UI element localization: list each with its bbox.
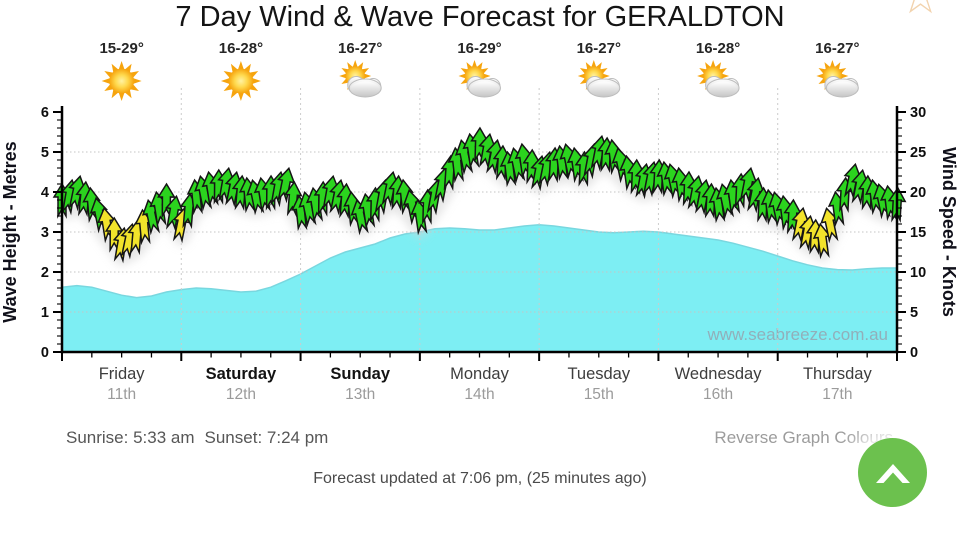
star-icon: ☆	[899, 0, 942, 22]
day-name-label: Wednesday	[675, 365, 763, 383]
temperature-range: 16-28°	[219, 40, 263, 57]
day-name-label: Tuesday	[567, 365, 630, 383]
page-title: 7 Day Wind & Wave Forecast for GERALDTON	[175, 1, 785, 33]
day-date-label: 15th	[584, 386, 614, 403]
svg-text:4: 4	[41, 185, 49, 201]
day-date-label: 13th	[345, 386, 375, 403]
temperature-range: 16-27°	[815, 40, 859, 57]
sun-cloud-icon	[816, 60, 859, 98]
day-date-label: 12th	[226, 386, 256, 403]
svg-text:1: 1	[41, 305, 49, 321]
sunset-text: Sunset: 7:24 pm	[204, 428, 329, 447]
svg-text:30: 30	[910, 105, 926, 121]
sun-cloud-icon	[577, 60, 621, 98]
axes: 0 1 2 3 4 5 6 0 5 10 15 20 25 30	[41, 105, 926, 361]
chevron-up-icon	[875, 463, 910, 483]
forecast-updated-text: Forecast updated at 7:06 pm, (25 minutes…	[313, 470, 647, 487]
svg-text:25: 25	[910, 145, 926, 161]
sun-cloud-icon	[458, 60, 501, 98]
wave-height-area: www.seabreeze.com.au	[61, 224, 897, 352]
day-name-label: Sunday	[330, 365, 390, 383]
svg-text:10: 10	[910, 265, 926, 281]
day-date-label: 11th	[107, 386, 136, 403]
temperature-range: 16-27°	[577, 40, 621, 57]
svg-text:3: 3	[41, 225, 49, 241]
sun-cloud-icon	[339, 60, 382, 98]
scroll-to-top-button[interactable]	[858, 438, 927, 507]
temperature-range: 15-29°	[99, 40, 143, 57]
day-headers: 15-29° 16-28° 16-27° 16-29° 16-27° 16-28° 16-2…	[99, 40, 860, 101]
temperature-range: 16-28°	[696, 40, 740, 57]
day-date-label: 14th	[464, 386, 494, 403]
day-name-label: Friday	[99, 365, 146, 383]
day-name-label: Saturday	[206, 365, 277, 383]
right-axis-title: Wind Speed - Knots	[939, 147, 959, 317]
sun-cloud-icon	[697, 60, 740, 98]
day-labels: Friday 11th Saturday 12th Sunday 13th Monday 14…	[99, 365, 873, 403]
svg-text:15: 15	[910, 225, 926, 241]
axis-titles: Wave Height - Metres Wind Speed - Knots	[0, 141, 959, 322]
sun-icon	[220, 61, 261, 101]
wind-speed-arrows	[52, 126, 907, 264]
wind-wave-forecast-chart: www.seabreeze.com.au 0 1 2 3 4 5 6 0 5 10 15 20 25 30 W…	[0, 40, 959, 403]
svg-text:5: 5	[41, 145, 49, 161]
temperature-range: 16-27°	[338, 40, 382, 57]
sunrise-sunset-text: Sunrise: 5:33 am Sunset: 7:24 pm	[66, 428, 328, 448]
svg-text:5: 5	[910, 305, 918, 321]
sunrise-text: Sunrise: 5:33 am	[66, 428, 195, 447]
day-date-label: 16th	[703, 386, 733, 403]
svg-text:0: 0	[910, 345, 918, 361]
watermark: www.seabreeze.com.au	[707, 325, 888, 344]
day-name-label: Monday	[450, 365, 509, 383]
svg-text:20: 20	[910, 185, 926, 201]
temperature-range: 16-29°	[457, 40, 501, 57]
svg-text:0: 0	[41, 345, 49, 361]
day-name-label: Thursday	[803, 365, 873, 383]
sun-icon	[101, 61, 142, 101]
day-date-label: 17th	[822, 386, 852, 403]
svg-text:2: 2	[41, 265, 49, 281]
svg-text:6: 6	[41, 105, 49, 121]
left-axis-title: Wave Height - Metres	[0, 141, 20, 322]
reverse-graph-colours-link[interactable]: Reverse Graph Colours	[714, 428, 893, 447]
